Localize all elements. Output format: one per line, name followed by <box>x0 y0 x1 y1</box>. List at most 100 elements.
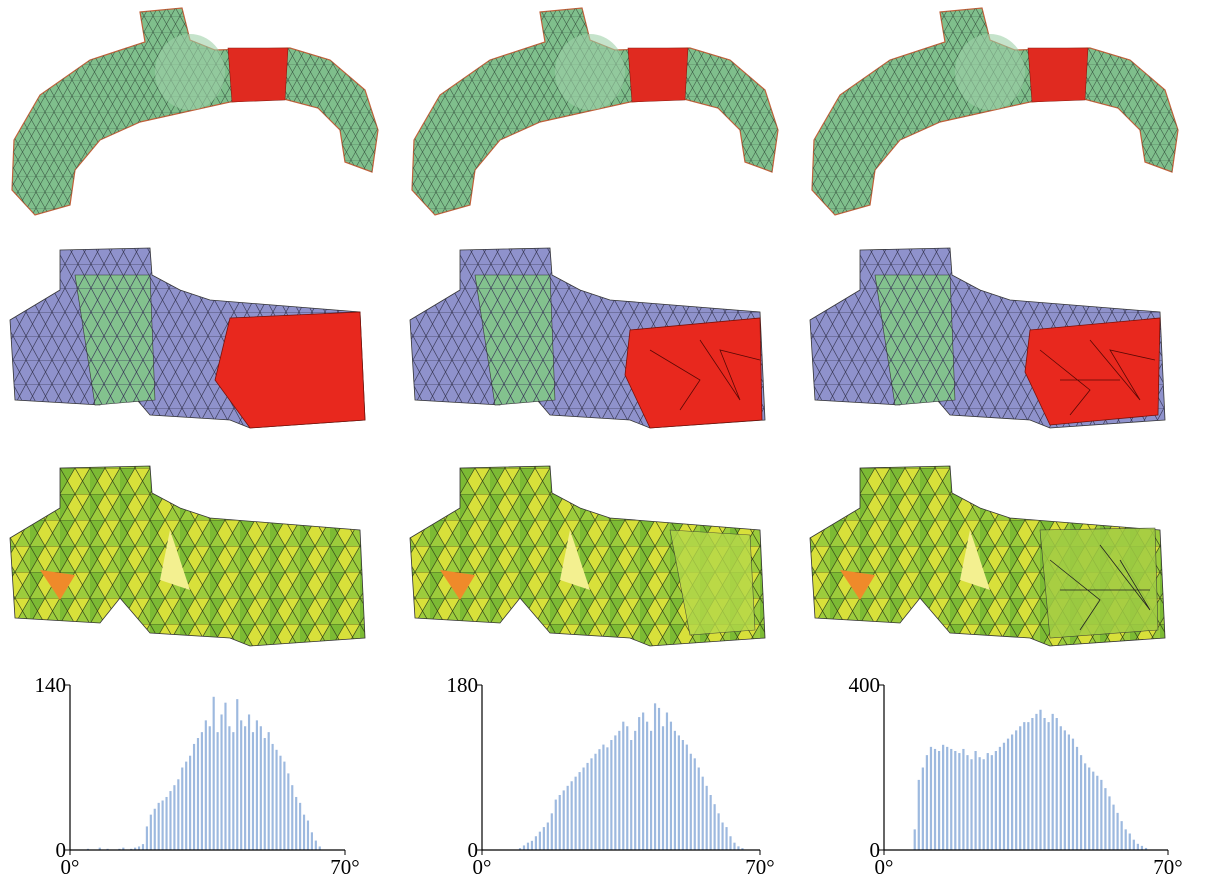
bar <box>535 836 537 850</box>
bar <box>240 720 242 850</box>
bar <box>539 832 541 850</box>
bar <box>256 720 258 850</box>
bar <box>287 773 289 850</box>
bar <box>1011 735 1013 851</box>
bar <box>150 815 152 850</box>
bar <box>189 756 191 850</box>
bar <box>1084 763 1086 850</box>
bar <box>1112 805 1114 850</box>
bar <box>966 755 968 850</box>
bar <box>710 795 712 850</box>
bar <box>575 777 577 850</box>
bar <box>714 804 716 850</box>
bar <box>236 699 238 850</box>
bar <box>228 726 230 850</box>
bar <box>914 829 916 850</box>
bar <box>1023 722 1025 850</box>
bar <box>279 756 281 850</box>
bar <box>718 813 720 850</box>
bar <box>185 762 187 850</box>
bar <box>563 790 565 850</box>
bar <box>1015 730 1017 850</box>
bar <box>272 744 274 850</box>
bar <box>232 732 234 850</box>
x-tick-label: 0° <box>875 855 894 879</box>
bar <box>590 758 592 850</box>
mesh-region <box>215 312 365 428</box>
bar <box>950 749 952 850</box>
bar <box>1035 714 1037 850</box>
bar <box>142 844 144 850</box>
bar <box>264 738 266 850</box>
bar <box>1007 739 1009 850</box>
bar <box>1100 780 1102 850</box>
x-tick-label: 0° <box>61 855 80 879</box>
bar <box>559 795 561 850</box>
mesh-render <box>10 466 365 646</box>
bar <box>173 785 175 850</box>
bar <box>674 731 676 850</box>
mesh-row-1 <box>12 8 1178 215</box>
bar <box>938 751 940 850</box>
bar <box>638 717 640 850</box>
bar <box>248 714 250 850</box>
bar <box>571 781 573 850</box>
bar <box>217 732 219 850</box>
bar <box>193 744 195 850</box>
bar <box>634 731 636 850</box>
bar <box>962 749 964 850</box>
bar <box>555 800 557 850</box>
bar <box>733 843 735 850</box>
bar <box>1092 772 1094 850</box>
bar <box>1072 739 1074 850</box>
bar <box>1141 846 1143 850</box>
bar <box>729 836 731 850</box>
bar <box>177 779 179 850</box>
bar <box>311 832 313 850</box>
bar <box>567 786 569 850</box>
bar <box>224 703 226 850</box>
bar <box>926 755 928 850</box>
bar <box>146 826 148 850</box>
bar <box>958 753 960 850</box>
bar <box>983 759 985 850</box>
x-tick-label: 70° <box>745 855 774 879</box>
bar <box>547 823 549 851</box>
y-tick-label: 180 <box>447 673 479 697</box>
bar <box>531 841 533 850</box>
bar <box>252 732 254 850</box>
bar <box>299 803 301 850</box>
bar <box>295 797 297 850</box>
bar <box>1108 796 1110 850</box>
bar <box>626 726 628 850</box>
bar <box>275 750 277 850</box>
bar <box>702 777 704 850</box>
bar <box>658 708 660 850</box>
bar <box>670 722 672 850</box>
bar <box>586 763 588 850</box>
figure: 01400°70°01800°70°04000°70° <box>0 0 1205 880</box>
mesh-render <box>812 8 1178 215</box>
bar <box>579 772 581 850</box>
histograms: 01400°70°01800°70°04000°70° <box>35 673 1183 879</box>
bar <box>543 827 545 850</box>
bar <box>995 751 997 850</box>
bar <box>181 768 183 851</box>
bar <box>169 791 171 850</box>
bar <box>1088 768 1090 851</box>
bar <box>1104 788 1106 850</box>
bar <box>307 821 309 850</box>
bar <box>934 749 936 850</box>
bar <box>1080 755 1082 850</box>
bar <box>1137 844 1139 850</box>
bar <box>594 754 596 850</box>
bar <box>1039 710 1041 850</box>
bar <box>694 758 696 850</box>
bar <box>1003 743 1005 850</box>
bar <box>974 751 976 850</box>
bar <box>1129 834 1131 851</box>
x-tick-label: 70° <box>1153 855 1182 879</box>
bar <box>690 754 692 850</box>
bar <box>260 726 262 850</box>
bar <box>698 768 700 851</box>
